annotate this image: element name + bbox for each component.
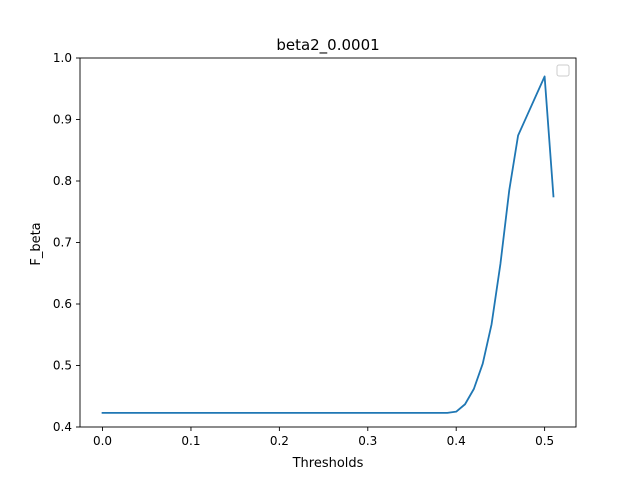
x-tick-label: 0.4 bbox=[447, 434, 466, 448]
y-tick-label: 0.4 bbox=[53, 420, 72, 434]
chart-title: beta2_0.0001 bbox=[276, 36, 379, 55]
x-axis-label: Thresholds bbox=[292, 456, 364, 471]
x-tick-label: 0.1 bbox=[181, 434, 200, 448]
series-line-0 bbox=[101, 75, 555, 414]
x-tick-label: 0.0 bbox=[93, 434, 112, 448]
y-tick-label: 0.6 bbox=[53, 297, 72, 311]
y-axis-label: F_beta bbox=[29, 222, 44, 265]
y-tick-label: 0.9 bbox=[53, 113, 72, 127]
legend-box bbox=[556, 64, 570, 77]
y-tick-label: 0.5 bbox=[53, 359, 72, 373]
x-tick-label: 0.2 bbox=[270, 434, 289, 448]
x-tick-label: 0.3 bbox=[358, 434, 377, 448]
y-tick-label: 0.7 bbox=[53, 236, 72, 250]
y-tick-label: 1.0 bbox=[53, 51, 72, 65]
x-tick-label: 0.5 bbox=[535, 434, 554, 448]
y-tick-label: 0.8 bbox=[53, 174, 72, 188]
